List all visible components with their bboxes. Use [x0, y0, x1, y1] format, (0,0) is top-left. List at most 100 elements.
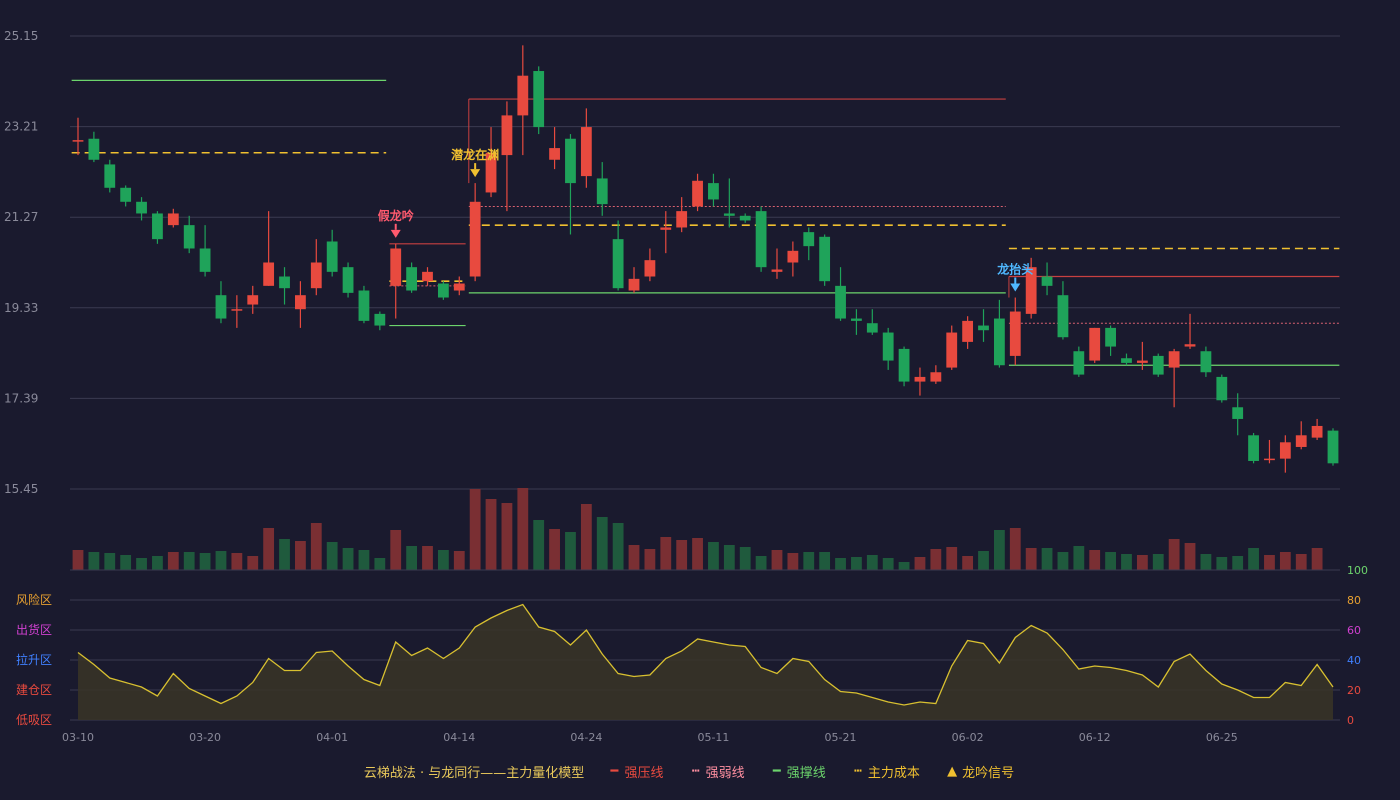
- candle-body: [1168, 351, 1180, 368]
- candle-body: [866, 323, 878, 333]
- candle-body: [1295, 435, 1307, 447]
- candle-body: [295, 295, 306, 310]
- volume-bar: [183, 552, 195, 570]
- osc-tick-label: 100: [1347, 564, 1368, 577]
- candle-body: [1089, 327, 1101, 361]
- candle-body: [1200, 351, 1212, 373]
- price-tick-label: 17.39: [4, 391, 38, 405]
- candle-body: [1136, 360, 1148, 363]
- candle-body: [1057, 295, 1069, 338]
- volume-bar: [723, 545, 735, 570]
- volume-bar: [358, 550, 370, 570]
- volume-bar: [199, 553, 211, 570]
- date-tick-label: 05-11: [697, 731, 729, 744]
- candle-body: [851, 318, 862, 321]
- volume-bar: [787, 553, 799, 570]
- volume-bar: [1136, 555, 1148, 570]
- candle-body: [1025, 267, 1037, 314]
- date-tick-label: 04-01: [316, 731, 348, 744]
- date-tick-label: 06-25: [1206, 731, 1238, 744]
- volume-bar: [501, 503, 513, 570]
- volume-bar: [708, 542, 719, 570]
- volume-bar: [739, 547, 751, 570]
- candle-body: [1184, 344, 1196, 347]
- signal-arrow-icon: [1010, 283, 1021, 292]
- candle-body: [326, 241, 338, 272]
- candle-body: [342, 267, 354, 293]
- volume-bar: [1184, 543, 1196, 570]
- candle-body: [104, 164, 116, 188]
- candle-body: [628, 278, 640, 291]
- volume-bar: [422, 546, 433, 570]
- volume-bar: [803, 552, 815, 570]
- osc-tick-label: 20: [1347, 684, 1361, 697]
- volume-bar: [819, 552, 831, 570]
- candle-body: [580, 127, 592, 177]
- volume-bar: [310, 523, 322, 570]
- candle-body: [1105, 327, 1116, 347]
- volume-bar: [628, 545, 640, 570]
- volume-bar: [279, 539, 290, 570]
- volume-bar: [72, 550, 84, 570]
- candle-body: [676, 211, 688, 228]
- osc-zone-label: 风险区: [16, 592, 52, 607]
- legend-symbol: ━: [772, 764, 781, 779]
- volume-bar: [1248, 548, 1259, 570]
- volume-bar: [692, 538, 703, 570]
- volume-bar: [406, 546, 418, 570]
- candle-body: [1327, 430, 1339, 464]
- candle-body: [898, 348, 910, 382]
- volume-bar: [1232, 556, 1244, 570]
- candle-body: [787, 250, 799, 263]
- candle-body: [930, 372, 942, 382]
- volume-bar: [946, 547, 958, 570]
- volume-bar: [866, 555, 878, 570]
- volume-bar: [326, 542, 338, 570]
- candle-body: [1152, 355, 1164, 375]
- volume-bar: [676, 540, 688, 570]
- candle-body: [167, 213, 179, 226]
- volume-bar: [1041, 548, 1053, 570]
- volume-bar: [1057, 552, 1069, 570]
- legend-label: 强压线: [624, 766, 664, 781]
- chart-legend: 云梯战法 · 与龙同行——主力量化模型 ━ 强压线 ┅ 强弱线 ━ 强撑线 ┅ 主力成本…: [0, 762, 1400, 781]
- legend-symbol: ┅: [854, 764, 862, 779]
- legend-label: 强撑线: [786, 766, 826, 781]
- volume-bar: [88, 552, 100, 570]
- osc-tick-label: 60: [1347, 624, 1361, 637]
- candle-body: [374, 313, 386, 326]
- candle-body: [1232, 407, 1244, 419]
- candle-body: [437, 283, 449, 298]
- volume-bar: [565, 532, 576, 570]
- candle-body: [739, 215, 751, 221]
- osc-tick-label: 80: [1347, 594, 1361, 607]
- legend-symbol: ┅: [691, 764, 700, 779]
- candle-body: [485, 152, 497, 193]
- candle-body: [596, 178, 608, 205]
- volume-bar: [1073, 546, 1085, 570]
- volume-bar: [1105, 552, 1116, 570]
- legend-item-signal: ▲ 龙吟信号: [946, 762, 1014, 781]
- volume-bar: [1168, 539, 1180, 570]
- volume-bar: [295, 541, 306, 570]
- candle-body: [882, 332, 894, 361]
- price-tick-label: 25.15: [4, 29, 38, 43]
- volume-bar: [993, 530, 1005, 570]
- candle-body: [152, 213, 163, 240]
- osc-zone-label: 出货区: [16, 622, 52, 637]
- osc-zone-label: 建仓区: [16, 683, 52, 697]
- candle-body: [501, 115, 513, 156]
- volume-bar: [644, 549, 656, 570]
- candle-body: [406, 267, 418, 291]
- candle-body: [692, 180, 703, 207]
- volume-bar: [517, 488, 529, 570]
- price-tick-label: 15.45: [4, 482, 38, 496]
- candle-body: [72, 140, 84, 142]
- volume-bar: [485, 499, 497, 570]
- volume-bar: [1216, 557, 1228, 570]
- candle-body: [819, 236, 831, 282]
- volume-bar: [549, 529, 560, 570]
- osc-zone-label: 拉升区: [16, 652, 52, 667]
- price-tick-label: 19.33: [4, 301, 38, 315]
- candle-body: [469, 201, 481, 277]
